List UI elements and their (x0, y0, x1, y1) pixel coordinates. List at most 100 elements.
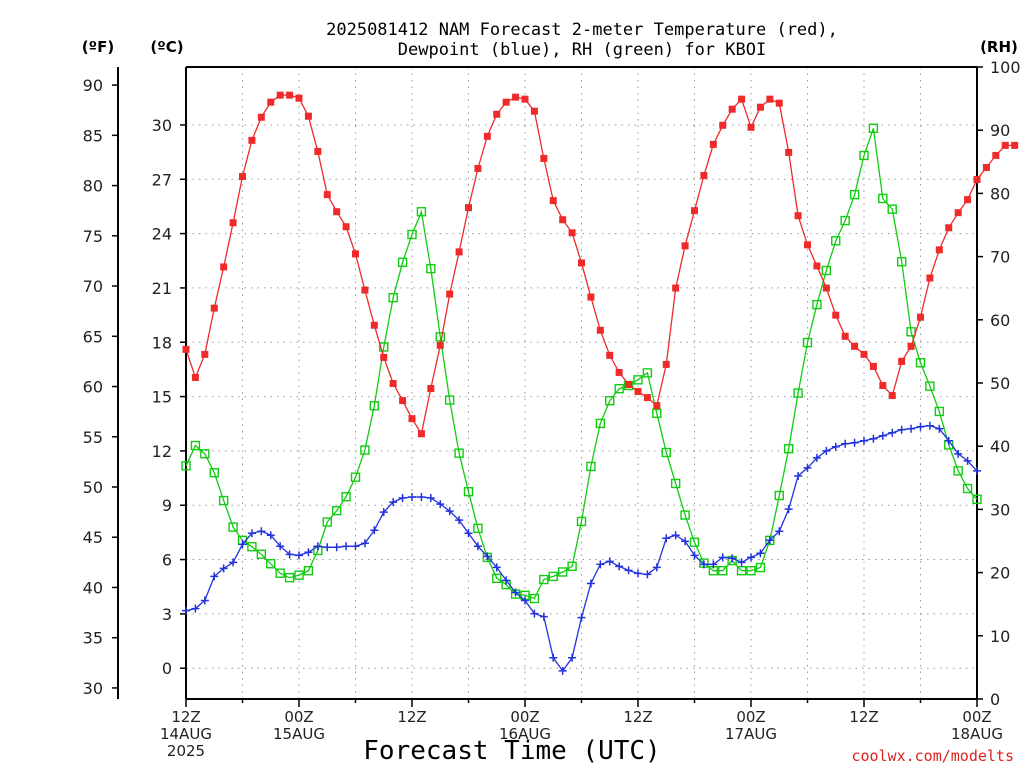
data-point (286, 91, 294, 99)
data-point (954, 449, 963, 458)
data-point (200, 596, 209, 605)
celsius-tick-label: 27 (152, 170, 172, 189)
fahrenheit-tick-label: 80 (83, 177, 103, 196)
data-point (906, 327, 916, 337)
data-point (416, 207, 427, 217)
data-point (446, 290, 454, 298)
data-point (916, 422, 925, 431)
credit-text: coolwx.com/modelts (851, 747, 1014, 765)
data-point (953, 466, 963, 476)
data-point (812, 453, 821, 462)
rh-tick-label: 0 (990, 690, 1000, 709)
data-point (841, 332, 849, 340)
data-point (294, 570, 304, 580)
data-point (218, 495, 229, 506)
data-point (813, 262, 821, 270)
data-point (803, 463, 812, 472)
data-point (408, 493, 416, 502)
data-point (689, 537, 700, 547)
data-point (926, 274, 934, 282)
data-point (915, 358, 926, 368)
data-point (360, 539, 369, 548)
data-point (756, 549, 765, 558)
data-point (963, 456, 972, 465)
celsius-tick-label: 0 (162, 659, 172, 678)
data-point (455, 516, 464, 525)
fahrenheit-unit-label: (ºF) (82, 38, 114, 56)
data-point (389, 498, 398, 507)
data-point (897, 425, 906, 434)
data-point (370, 321, 378, 329)
celsius-tick-label: 12 (152, 442, 172, 461)
data-point (954, 209, 962, 217)
data-point (859, 150, 869, 161)
data-point (266, 559, 276, 569)
data-point (436, 341, 444, 349)
data-point (860, 436, 868, 445)
data-point (849, 189, 860, 200)
data-point (868, 123, 879, 134)
data-point (860, 350, 868, 358)
series-line (185, 128, 978, 600)
data-point (341, 492, 351, 502)
data-point (634, 569, 642, 578)
data-point (831, 236, 841, 246)
data-point (521, 95, 529, 103)
data-point (700, 172, 708, 180)
data-point (840, 215, 850, 226)
rh-tick-label: 80 (990, 184, 1010, 203)
data-point (898, 357, 906, 365)
data-point (576, 516, 587, 527)
data-point (1001, 141, 1009, 149)
data-point (925, 381, 935, 391)
fahrenheit-tick-label: 45 (83, 528, 103, 547)
data-point (972, 494, 982, 504)
tick-labels: 30 35 40 45 50 55 60 65 70 75 80 85 90 0 3 6 9 12 15 18 21 24… (83, 58, 1021, 760)
data-point (718, 553, 727, 562)
data-point (463, 487, 474, 497)
data-point (304, 548, 313, 557)
time-tick-label: 15AUG (273, 725, 325, 743)
data-point (369, 401, 380, 411)
data-point (605, 395, 615, 406)
data-point (783, 444, 794, 454)
data-point (549, 197, 557, 205)
data-point (548, 571, 558, 582)
data-point (408, 415, 416, 423)
data-point (774, 490, 784, 501)
data-point (304, 112, 312, 120)
x-axis-label: Forecast Time (UTC) (363, 736, 660, 766)
data-point (539, 574, 549, 585)
data-point (841, 439, 850, 448)
data-point (850, 438, 859, 447)
data-point (229, 219, 237, 227)
data-point (568, 229, 576, 237)
chart-title-line-1: 2025081412 NAM Forecast 2-meter Temperat… (326, 20, 838, 40)
celsius-unit-label: (ºC) (150, 38, 183, 56)
data-point (964, 196, 972, 204)
data-point (284, 572, 295, 583)
data-point (567, 561, 577, 571)
data-point (643, 570, 652, 579)
data-point (492, 563, 501, 572)
rh-tick-label: 30 (990, 500, 1010, 519)
data-point (474, 164, 482, 172)
data-point (465, 204, 472, 212)
data-point (436, 500, 445, 509)
data-point (775, 527, 784, 536)
data-point (388, 292, 398, 303)
rh-tick-label: 100 (990, 58, 1021, 77)
data-point (784, 505, 793, 514)
data-point (596, 560, 605, 569)
data-point (380, 353, 388, 361)
data-point (587, 293, 595, 301)
data-point (454, 448, 464, 458)
data-point (681, 537, 690, 546)
series (181, 91, 1019, 675)
data-point (483, 132, 491, 140)
data-point (398, 494, 407, 503)
data-point (671, 531, 680, 540)
data-point (945, 224, 953, 232)
data-point (586, 579, 595, 588)
